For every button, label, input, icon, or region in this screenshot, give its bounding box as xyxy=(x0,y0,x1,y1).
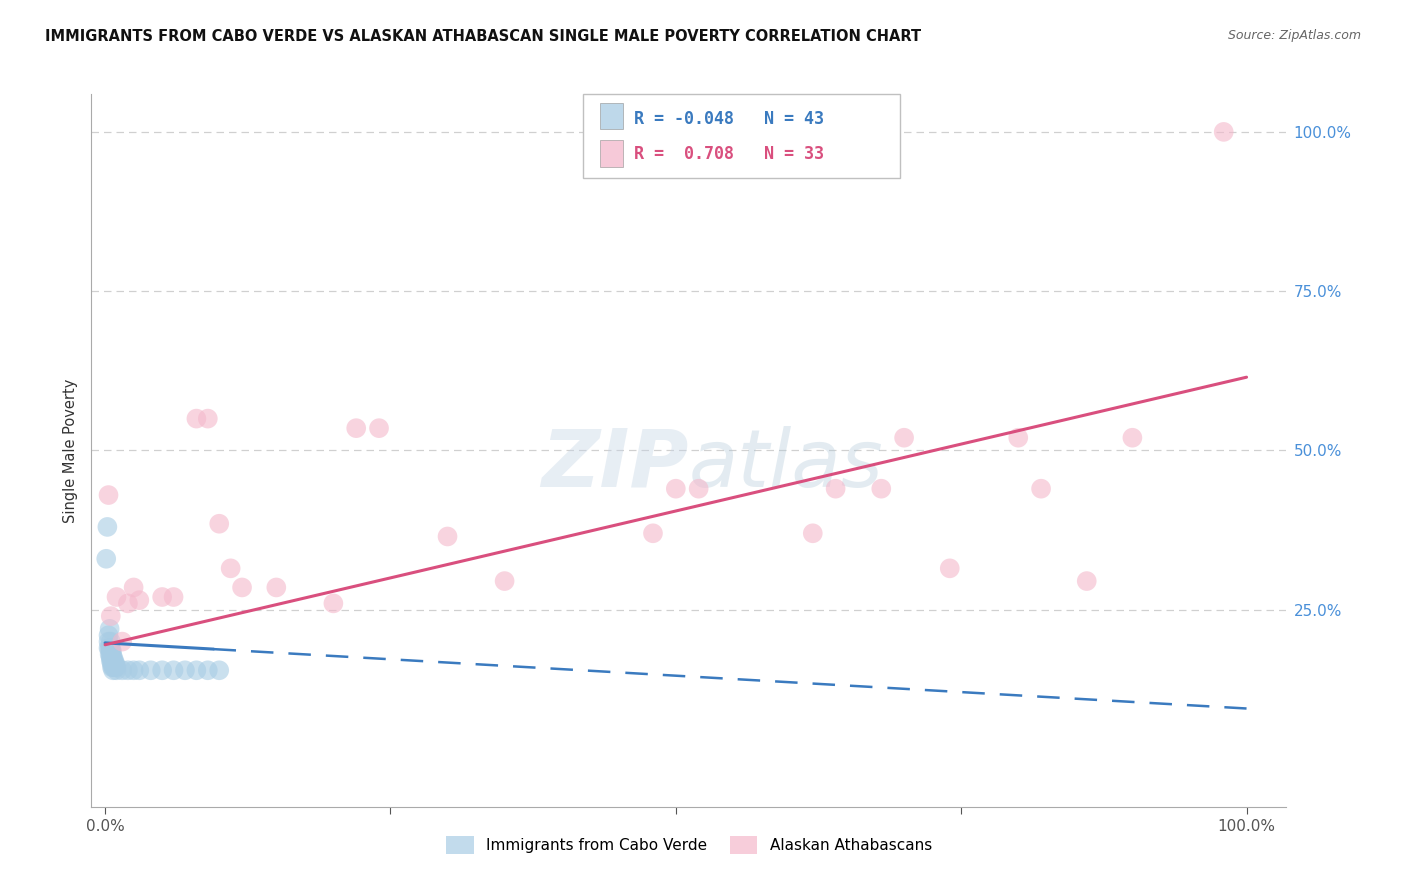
Point xyxy=(122,663,145,677)
Point xyxy=(100,640,122,655)
Point xyxy=(98,640,121,655)
Point xyxy=(1029,482,1052,496)
Point xyxy=(101,654,124,668)
Point xyxy=(1076,574,1098,588)
Point xyxy=(100,654,122,668)
Point xyxy=(100,609,122,624)
Point xyxy=(128,663,150,677)
Point xyxy=(1007,431,1029,445)
Point xyxy=(197,663,219,677)
Text: atlas: atlas xyxy=(689,425,884,504)
Point xyxy=(117,596,139,610)
Text: IMMIGRANTS FROM CABO VERDE VS ALASKAN ATHABASCAN SINGLE MALE POVERTY CORRELATION: IMMIGRANTS FROM CABO VERDE VS ALASKAN AT… xyxy=(45,29,921,44)
Point xyxy=(103,657,125,671)
Point xyxy=(101,654,124,668)
Point xyxy=(150,590,173,604)
Point xyxy=(494,574,516,588)
Point xyxy=(97,628,120,642)
Text: R =  0.708   N = 33: R = 0.708 N = 33 xyxy=(634,145,824,163)
Point xyxy=(96,520,118,534)
Y-axis label: Single Male Poverty: Single Male Poverty xyxy=(62,378,77,523)
Point xyxy=(100,634,122,648)
Point xyxy=(231,581,253,595)
Point xyxy=(368,421,391,435)
Point xyxy=(97,488,120,502)
Point xyxy=(98,648,121,662)
Point xyxy=(893,431,915,445)
Point xyxy=(101,650,124,665)
Point xyxy=(101,644,124,658)
Point xyxy=(105,590,128,604)
Point xyxy=(101,657,124,671)
Point xyxy=(208,663,231,677)
Point xyxy=(870,482,893,496)
Point xyxy=(105,660,128,674)
Point xyxy=(96,551,118,566)
Legend: Immigrants from Cabo Verde, Alaskan Athabascans: Immigrants from Cabo Verde, Alaskan Atha… xyxy=(440,830,938,860)
Point xyxy=(150,663,173,677)
Point xyxy=(104,660,127,674)
Point xyxy=(104,657,127,671)
Point xyxy=(101,663,124,677)
Point xyxy=(105,663,128,677)
Text: Source: ZipAtlas.com: Source: ZipAtlas.com xyxy=(1227,29,1361,42)
Point xyxy=(208,516,231,531)
Point xyxy=(824,482,846,496)
Point xyxy=(100,644,122,658)
Point xyxy=(939,561,962,575)
Point xyxy=(111,663,134,677)
Point xyxy=(197,411,219,425)
Point xyxy=(98,622,121,636)
Point xyxy=(97,634,120,648)
Point xyxy=(801,526,824,541)
Point xyxy=(100,650,122,665)
Point xyxy=(101,660,124,674)
Point xyxy=(101,650,124,665)
Point xyxy=(186,411,208,425)
Point xyxy=(266,581,288,595)
Point xyxy=(101,660,124,674)
Point xyxy=(322,596,344,610)
Point xyxy=(100,648,122,662)
Point xyxy=(139,663,162,677)
Point xyxy=(1121,431,1143,445)
Text: ZIP: ZIP xyxy=(541,425,689,504)
Point xyxy=(128,593,150,607)
Point xyxy=(111,634,134,648)
Point xyxy=(641,526,664,541)
Point xyxy=(436,529,458,543)
Point xyxy=(97,640,120,655)
Point xyxy=(688,482,710,496)
Point xyxy=(665,482,688,496)
Point xyxy=(117,663,139,677)
Point xyxy=(219,561,242,575)
Point xyxy=(122,581,145,595)
Point xyxy=(101,657,124,671)
Point xyxy=(162,663,184,677)
Point xyxy=(174,663,197,677)
Text: R = -0.048   N = 43: R = -0.048 N = 43 xyxy=(634,110,824,128)
Point xyxy=(186,663,208,677)
Point xyxy=(103,654,125,668)
Point xyxy=(1212,125,1234,139)
Point xyxy=(101,648,124,662)
Point xyxy=(344,421,367,435)
Point xyxy=(103,660,125,674)
Point xyxy=(162,590,184,604)
